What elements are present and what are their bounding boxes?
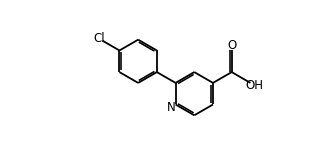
Text: OH: OH [246,79,264,92]
Text: O: O [227,39,236,52]
Text: N: N [167,101,176,114]
Text: Cl: Cl [93,32,104,45]
